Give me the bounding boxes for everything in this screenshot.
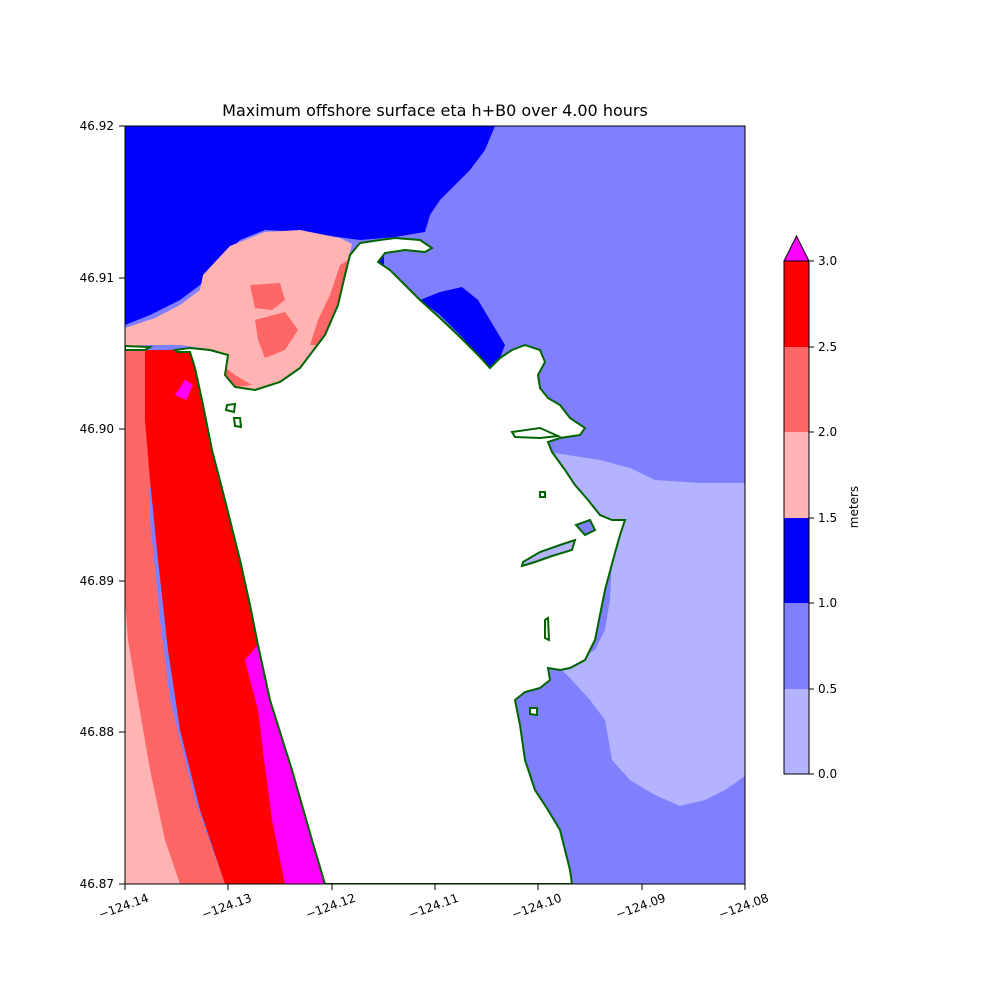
x-tick-label: −124.11	[407, 891, 461, 922]
island-8	[544, 616, 551, 642]
island-1	[224, 402, 237, 414]
x-axis: −124.14 −124.13 −124.12 −124.11 −124.10 …	[97, 884, 771, 922]
field-2.5-3.0-west	[145, 350, 285, 884]
field-2.0-2.5-north-b	[255, 312, 298, 358]
island-3	[510, 426, 562, 440]
colorbar-level-1.5-2.0	[784, 432, 809, 518]
y-tick-label: 46.89	[80, 574, 114, 588]
colorbar-level-1.0-1.5	[784, 518, 809, 603]
colorbar-tick-label: 1.0	[818, 596, 837, 610]
colorbar-tick-label: 0.0	[818, 767, 837, 781]
colorbar-tick-label: 0.5	[818, 682, 837, 696]
field-3.0-plus-spot	[175, 380, 193, 400]
island-5	[539, 491, 546, 498]
map-title: Maximum offshore surface eta h+B0 over 4…	[222, 101, 648, 120]
colorbar-tick-label: 2.5	[818, 340, 837, 354]
y-tick-label: 46.88	[80, 725, 114, 739]
field-2.0-2.5-north-c	[310, 260, 348, 345]
land-peninsula	[172, 236, 627, 884]
colorbar-level-0.5-1.0	[784, 603, 809, 689]
colorbar-label: meters	[847, 486, 861, 528]
field-1.0-1.5-inlet	[420, 287, 505, 370]
x-tick-label: −124.08	[717, 891, 771, 922]
field-1.5-2.0-north	[125, 230, 352, 390]
map-panel	[124, 125, 746, 885]
y-tick-label: 46.92	[80, 119, 114, 133]
colorbar-extend-arrow	[783, 234, 810, 262]
y-tick-label: 46.87	[80, 877, 114, 891]
colorbar-level-0.0-0.5	[784, 689, 809, 774]
colorbar-tick-label: 2.0	[818, 425, 837, 439]
island-6	[574, 518, 597, 537]
y-axis: 46.92 46.91 46.90 46.89 46.88 46.87	[80, 119, 125, 891]
colorbar-tick-label: 3.0	[818, 254, 837, 268]
x-tick-label: −124.13	[200, 891, 254, 922]
island-2	[232, 417, 243, 429]
island-7	[529, 707, 538, 717]
field-2.0-2.5-west	[125, 350, 225, 884]
x-tick-label: −124.09	[614, 891, 668, 922]
field-2.0-2.5-north-a	[250, 283, 285, 310]
land-west-spit	[125, 344, 154, 351]
colorbar-level-2.0-2.5	[784, 347, 809, 432]
field-0.0-0.5-east	[548, 452, 745, 806]
x-tick-label: −124.14	[97, 891, 151, 922]
x-tick-label: −124.12	[304, 891, 358, 922]
y-tick-label: 46.91	[80, 271, 114, 285]
field-1.0-1.5-north	[125, 126, 495, 325]
y-tick-label: 46.90	[80, 422, 114, 436]
colorbar: 3.0 2.5 2.0 1.5 1.0 0.5 0.0 meters	[783, 234, 861, 781]
island-4	[520, 538, 577, 568]
colorbar-tick-label: 1.5	[818, 511, 837, 525]
x-tick-label: −124.10	[510, 891, 564, 922]
colorbar-level-2.5-3.0	[784, 261, 809, 347]
